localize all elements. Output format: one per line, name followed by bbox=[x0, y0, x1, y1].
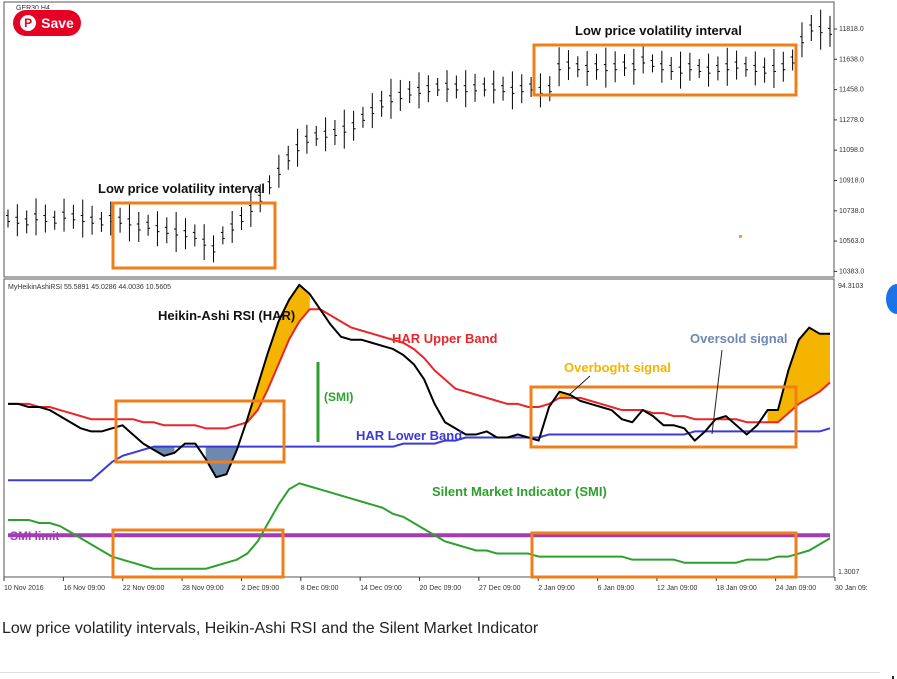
save-button-label: Save bbox=[41, 15, 74, 31]
price-y-tick-label: 10738.0 bbox=[839, 208, 864, 215]
oversold-label: Oversold signal bbox=[690, 331, 788, 346]
indicator-interval-box-1 bbox=[114, 399, 286, 464]
overbought-label: Overboght signal bbox=[564, 360, 671, 375]
oversold-pointer bbox=[711, 349, 723, 435]
indicator-y-bottom-label: 1.3007 bbox=[838, 569, 860, 576]
price-interval-box-2 bbox=[532, 43, 798, 97]
x-axis: 10 Nov 2016 16 Nov 09:00 22 Nov 09:00 28 No… bbox=[3, 577, 868, 592]
x-tick-label: 27 Dec 09:00 bbox=[479, 585, 521, 592]
divider bbox=[0, 672, 880, 673]
lower-band-label: HAR Lower Band bbox=[356, 428, 462, 443]
x-tick-label: 2 Jan 09:00 bbox=[538, 585, 575, 592]
price-annotation-2: Low price volatility interval bbox=[575, 23, 742, 38]
x-tick-label: 12 Jan 09:00 bbox=[657, 585, 698, 592]
chart-svg: GER30,H4 MyHeikinAshiRSI 55.5891 45.0286… bbox=[3, 1, 868, 592]
price-y-tick-label: 10918.0 bbox=[839, 178, 864, 185]
price-y-tick-label: 11098.0 bbox=[839, 147, 864, 154]
indicator-interval-box-2 bbox=[529, 385, 798, 449]
price-interval-box-1 bbox=[111, 201, 277, 270]
x-tick-label: 20 Dec 09:00 bbox=[420, 585, 462, 592]
save-button[interactable]: P Save bbox=[13, 10, 81, 36]
smi-line bbox=[8, 482, 831, 570]
smi-limit-label: SMI limit bbox=[10, 529, 59, 543]
side-scroll-indicator[interactable] bbox=[886, 284, 897, 314]
price-series bbox=[6, 9, 832, 263]
price-y-tick-label: 11818.0 bbox=[839, 26, 864, 33]
indicator-panel-frame bbox=[3, 278, 835, 578]
har-line bbox=[8, 283, 830, 479]
x-tick-label: 8 Dec 09:00 bbox=[301, 585, 339, 592]
corner-mark bbox=[892, 676, 894, 679]
chart-figure: GER30,H4 MyHeikinAshiRSI 55.5891 45.0286… bbox=[3, 1, 868, 592]
smi-label: Silent Market Indicator (SMI) bbox=[432, 484, 607, 499]
x-tick-label: 6 Jan 09:00 bbox=[598, 585, 635, 592]
pinterest-icon: P bbox=[20, 15, 37, 31]
smi-arrow-label: (SMI) bbox=[324, 390, 353, 404]
overbought-fill bbox=[247, 284, 310, 423]
x-tick-label: 2 Dec 09:00 bbox=[241, 585, 279, 592]
upper-band-label: HAR Upper Band bbox=[392, 331, 498, 346]
price-y-tick-label: 11278.0 bbox=[839, 117, 864, 124]
stray-marker bbox=[739, 235, 742, 238]
indicator-series bbox=[8, 283, 831, 570]
overbought-fill bbox=[767, 327, 830, 423]
x-tick-label: 22 Nov 09:00 bbox=[123, 585, 165, 592]
x-tick-label: 28 Nov 09:00 bbox=[182, 585, 224, 592]
x-tick-label: 18 Jan 09:00 bbox=[716, 585, 757, 592]
smi-interval-box-1 bbox=[111, 528, 285, 579]
price-y-axis: 11818.0 11638.0 11458.0 11278.0 11098.0 10918… bbox=[834, 26, 864, 275]
price-symbol-label: GER30,H4 bbox=[16, 5, 50, 12]
smi-interval-box-2 bbox=[530, 531, 798, 579]
x-tick-label: 30 Jan 09: bbox=[835, 585, 868, 592]
x-tick-label: 10 Nov 2016 bbox=[4, 585, 44, 592]
price-annotation-1: Low price volatility interval bbox=[98, 181, 265, 196]
price-y-tick-label: 11458.0 bbox=[839, 87, 864, 94]
price-y-tick-label: 10563.0 bbox=[839, 238, 864, 245]
indicator-header-label: MyHeikinAshiRSI 55.5891 45.0286 44.0036 … bbox=[8, 284, 171, 291]
overbought-pointer bbox=[569, 375, 591, 395]
x-tick-label: 24 Jan 09:00 bbox=[776, 585, 817, 592]
indicator-y-top-label: 94.3103 bbox=[838, 283, 863, 290]
har-label: Heikin-Ashi RSI (HAR) bbox=[158, 308, 295, 323]
lower-band-line bbox=[8, 427, 831, 482]
x-tick-label: 16 Nov 09:00 bbox=[63, 585, 105, 592]
upper-band-line bbox=[8, 308, 831, 430]
price-y-tick-label: 10383.0 bbox=[839, 268, 864, 275]
price-panel-frame bbox=[3, 1, 835, 278]
figure-caption: Low price volatility intervals, Heikin-A… bbox=[2, 620, 539, 637]
x-tick-label: 14 Dec 09:00 bbox=[360, 585, 402, 592]
price-y-tick-label: 11638.0 bbox=[839, 56, 864, 63]
